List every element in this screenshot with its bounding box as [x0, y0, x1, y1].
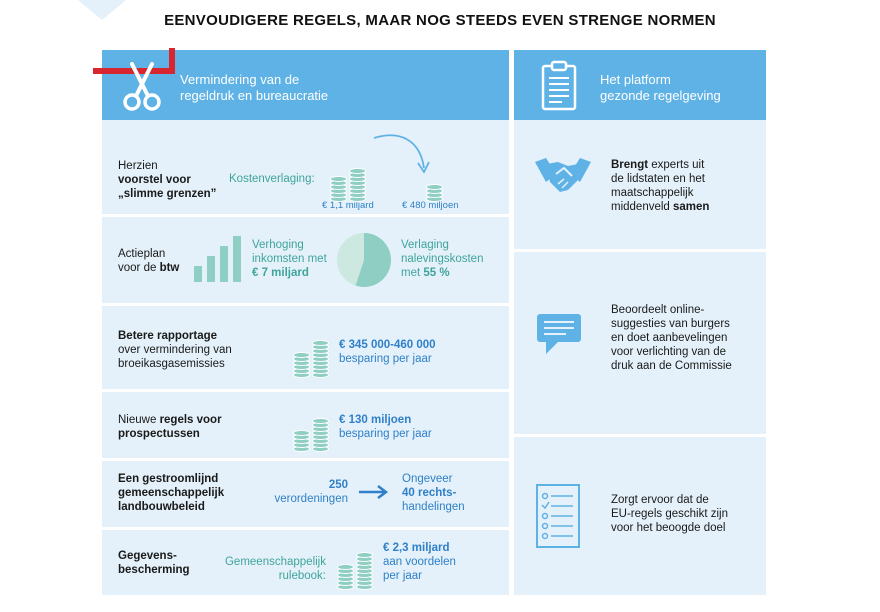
income-increase-text: Verhoging inkomsten met € 7 miljard: [252, 239, 327, 279]
coin: [337, 564, 354, 570]
platform-item-experts: Brengt experts uit de lidstaten en het m…: [611, 159, 710, 213]
divider: [514, 249, 766, 252]
before-value: € 1,1 miljard: [322, 200, 374, 211]
after-value: € 480 miljoen: [402, 200, 459, 211]
regulations-to: Ongeveer 40 rechts- handelingen: [402, 473, 465, 513]
coin: [349, 168, 366, 174]
arrow-right-icon: [359, 485, 388, 499]
coin: [293, 430, 310, 436]
row-vat-label: Actieplan voor de btw: [118, 248, 180, 274]
left-header-line-2: regeldruk en bureaucratie: [180, 88, 329, 103]
regulations-from: 250 verordeningen: [274, 479, 348, 505]
divider: [102, 303, 509, 306]
reporting-savings: € 345 000-460 000 besparing per jaar: [339, 339, 436, 365]
divider: [514, 434, 766, 437]
row-cap-label: Een gestroomlijnd gemeenschappelijk land…: [118, 473, 225, 513]
left-header: Vermindering van de regeldruk en bureauc…: [102, 50, 509, 120]
coin: [356, 552, 373, 558]
corner-triangle: [78, 0, 126, 20]
prospectus-savings: € 130 miljoen besparing per jaar: [339, 414, 432, 440]
arrow-curve-icon: [373, 134, 430, 174]
coin: [293, 352, 310, 358]
left-header-line-1: Vermindering van de: [180, 72, 300, 87]
clipboard-icon: [541, 60, 577, 111]
row-data-protection-label: Gegevens- bescherming: [118, 550, 190, 576]
coin: [426, 184, 443, 190]
coin: [312, 340, 329, 346]
divider: [102, 389, 509, 392]
right-header-line-1: Het platform: [600, 72, 671, 87]
right-header-line-2: gezonde regelgeving: [600, 88, 721, 103]
row-prospectus-label: Nieuwe regels voor prospectussen: [118, 414, 222, 440]
coin: [330, 176, 347, 182]
divider: [102, 214, 509, 217]
row-smart-borders-label: Herzien voorstel voor „slimme grenzen”: [118, 160, 217, 200]
checklist-icon: [536, 484, 580, 548]
scissors-icon: [123, 62, 161, 111]
platform-item-suggestions: Beoordeelt online- suggesties van burger…: [611, 304, 732, 372]
handshake-icon: [535, 158, 591, 192]
divider: [102, 527, 509, 530]
bar-growth-icon: [194, 236, 241, 282]
data-protection-benefits: € 2,3 miljard aan voordelen per jaar: [383, 542, 456, 582]
chat-icon: [537, 314, 581, 354]
left-panel: [102, 50, 509, 595]
divider: [102, 458, 509, 461]
cost-reduction-label: Kostenverlaging:: [229, 173, 315, 185]
page-title: EENVOUDIGERE REGELS, MAAR NOG STEEDS EVE…: [164, 12, 716, 29]
pie-compliance-icon: [337, 233, 391, 287]
platform-item-fit-for-purpose: Zorgt ervoor dat de EU-regels geschikt z…: [611, 494, 728, 534]
rulebook-label: Gemeenschappelijk rulebook:: [224, 556, 326, 582]
coin: [312, 418, 329, 424]
row-reporting-label: Betere rapportage over vermindering van …: [118, 330, 232, 370]
compliance-reduction-text: Verlaging nalevingskosten met 55 %: [401, 239, 484, 279]
brand-corner-mark-vertical: [169, 48, 175, 74]
pie-slice: [355, 233, 391, 287]
